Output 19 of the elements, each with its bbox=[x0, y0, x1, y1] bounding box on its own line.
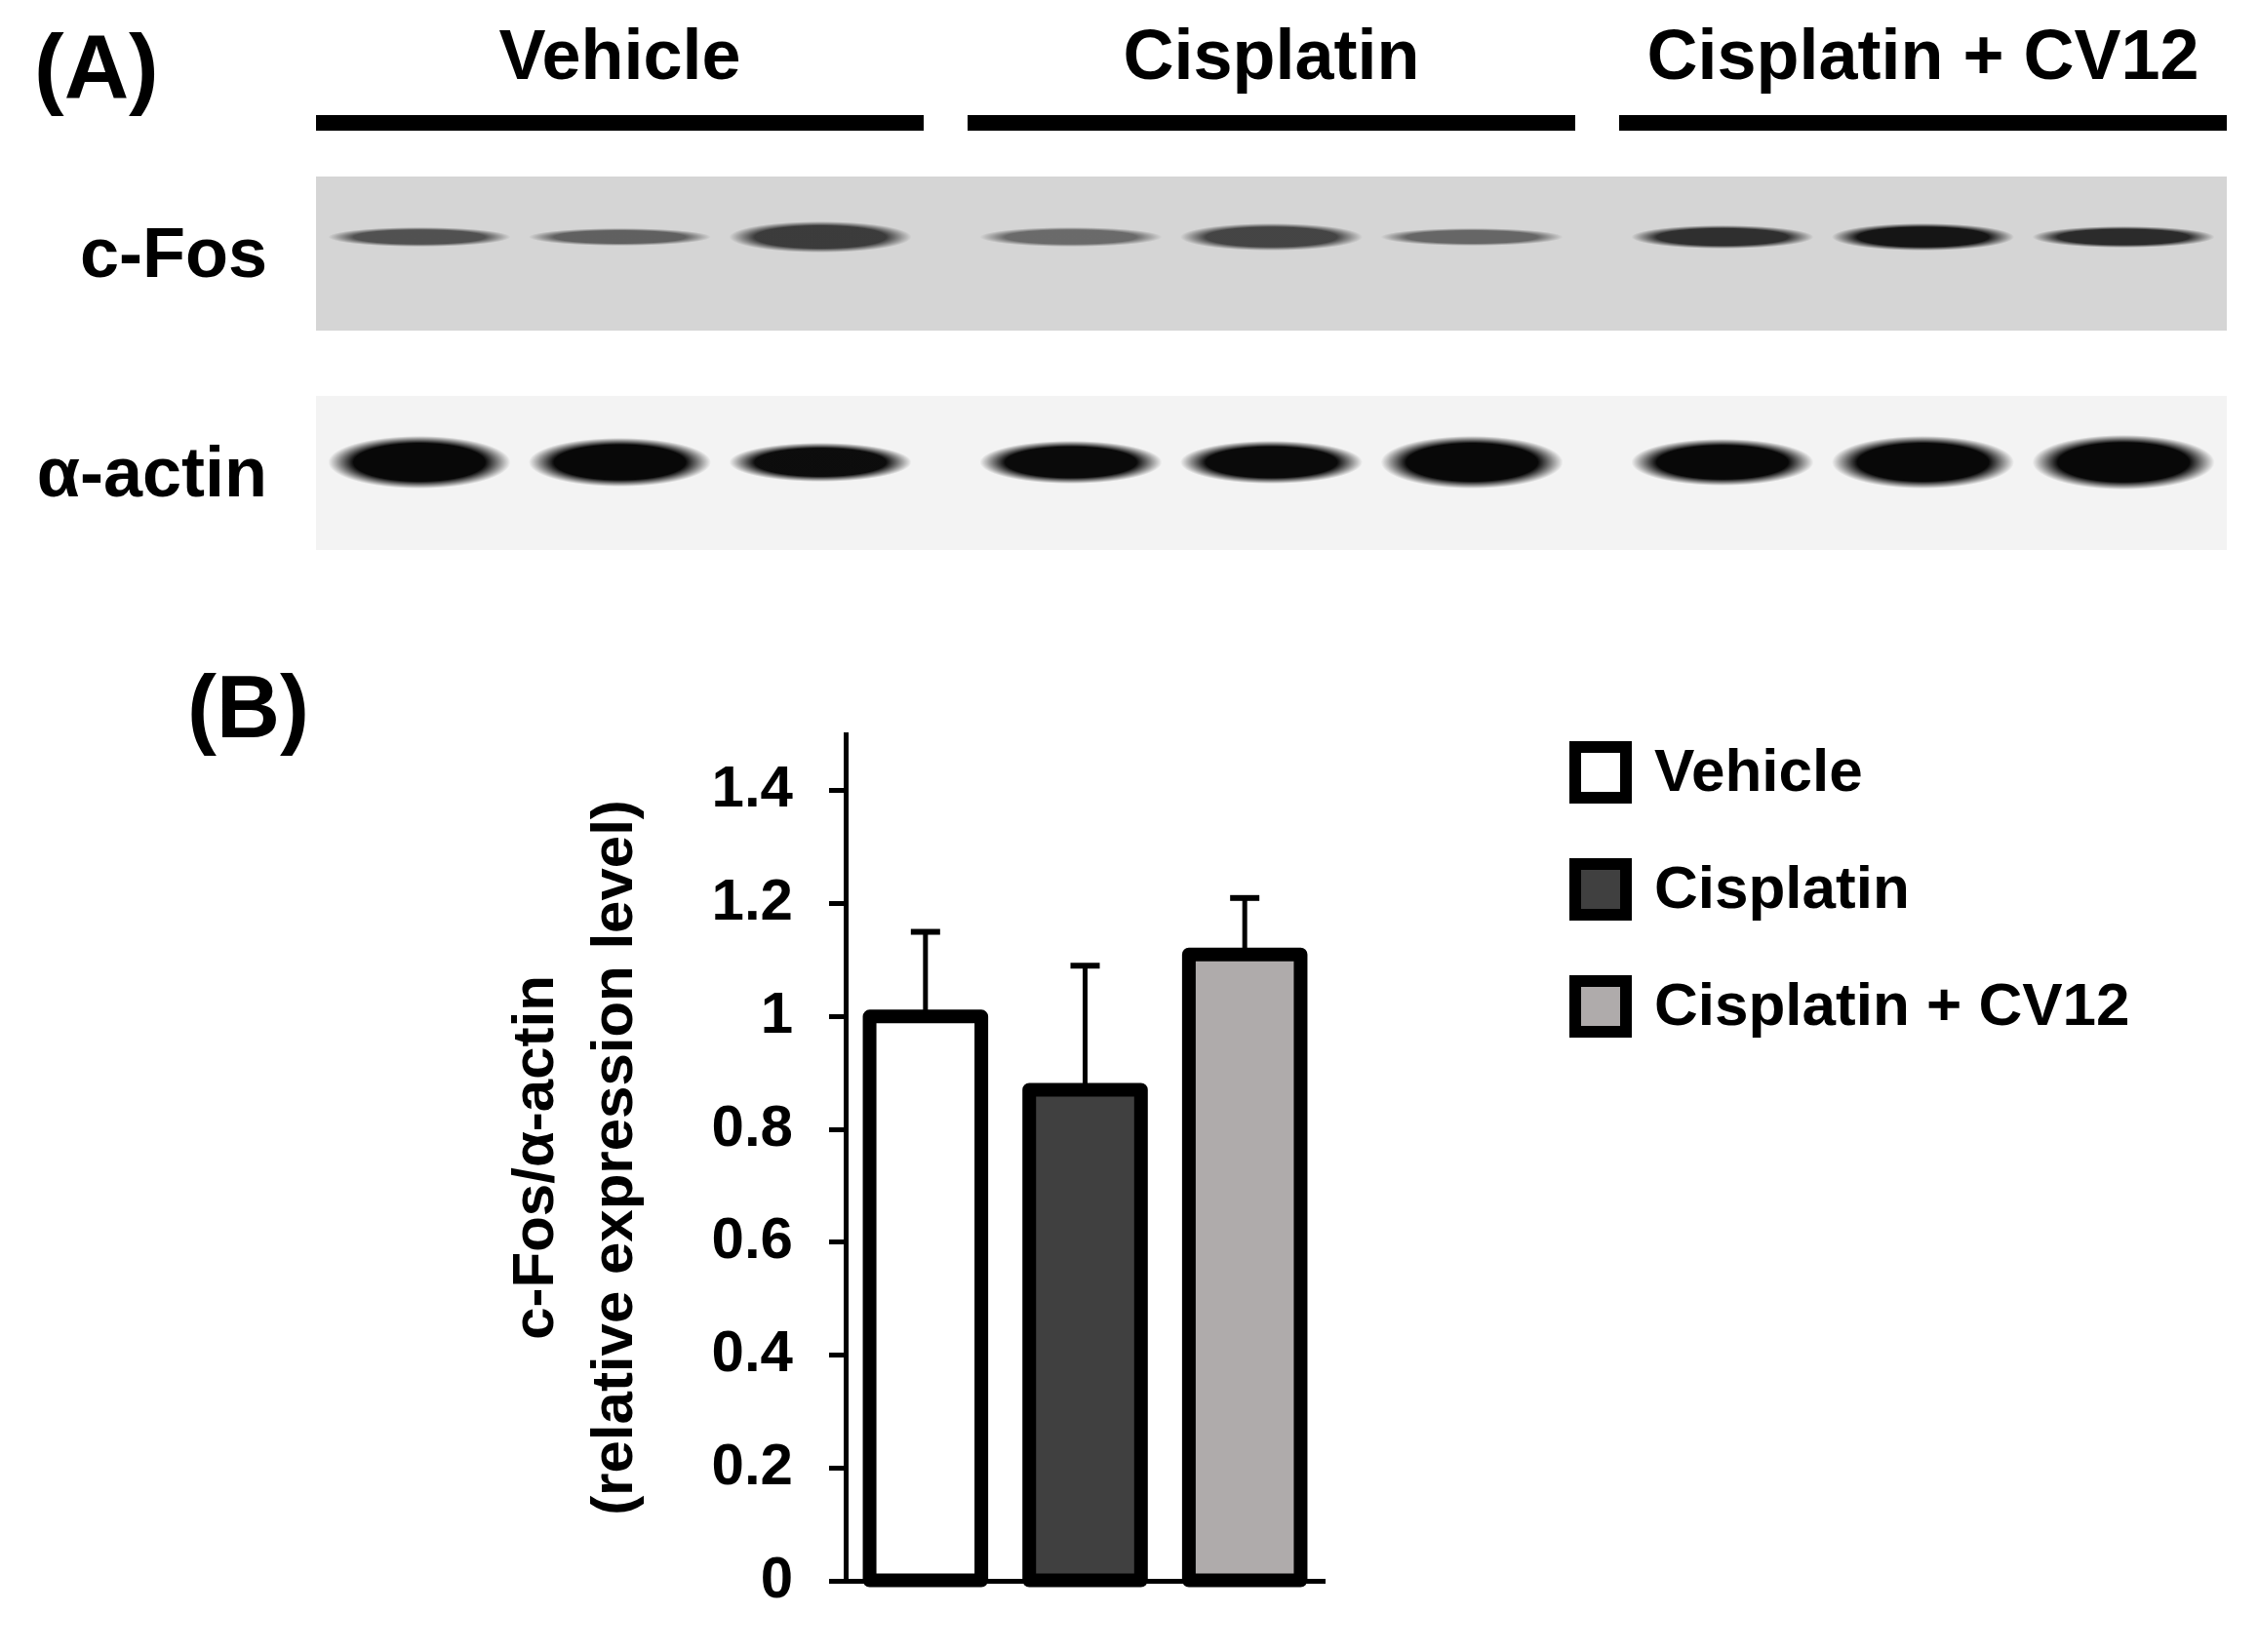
y-tick-label: 0.2 bbox=[711, 1431, 793, 1497]
y-axis-title: c-Fos/α-actin (relative expression level) bbox=[500, 800, 646, 1515]
y-tick-label: 1 bbox=[760, 979, 793, 1045]
category-label: Cisplatin bbox=[1122, 16, 1421, 94]
y-tick-label: 0.6 bbox=[711, 1205, 793, 1272]
category-label: Cisplatin + CV12 bbox=[1645, 16, 2200, 94]
y-tick-label: 1.4 bbox=[711, 754, 794, 820]
y-tick-label: 0.8 bbox=[711, 1092, 793, 1159]
legend-label: Cisplatin bbox=[1654, 853, 1910, 922]
chart-title: (B) bbox=[187, 658, 309, 756]
category-label: Vehicle bbox=[497, 16, 742, 94]
category-label: c-Fos bbox=[79, 214, 267, 292]
legend-label: Vehicle bbox=[1654, 736, 1863, 805]
y-tick-label: 0 bbox=[760, 1544, 793, 1610]
text: (A) bbox=[34, 17, 159, 116]
y-tick-label: 0.4 bbox=[711, 1318, 794, 1385]
category-label: α-actin bbox=[36, 433, 267, 511]
legend-label: Cisplatin + CV12 bbox=[1654, 970, 2130, 1039]
y-tick-label: 1.2 bbox=[711, 867, 793, 933]
